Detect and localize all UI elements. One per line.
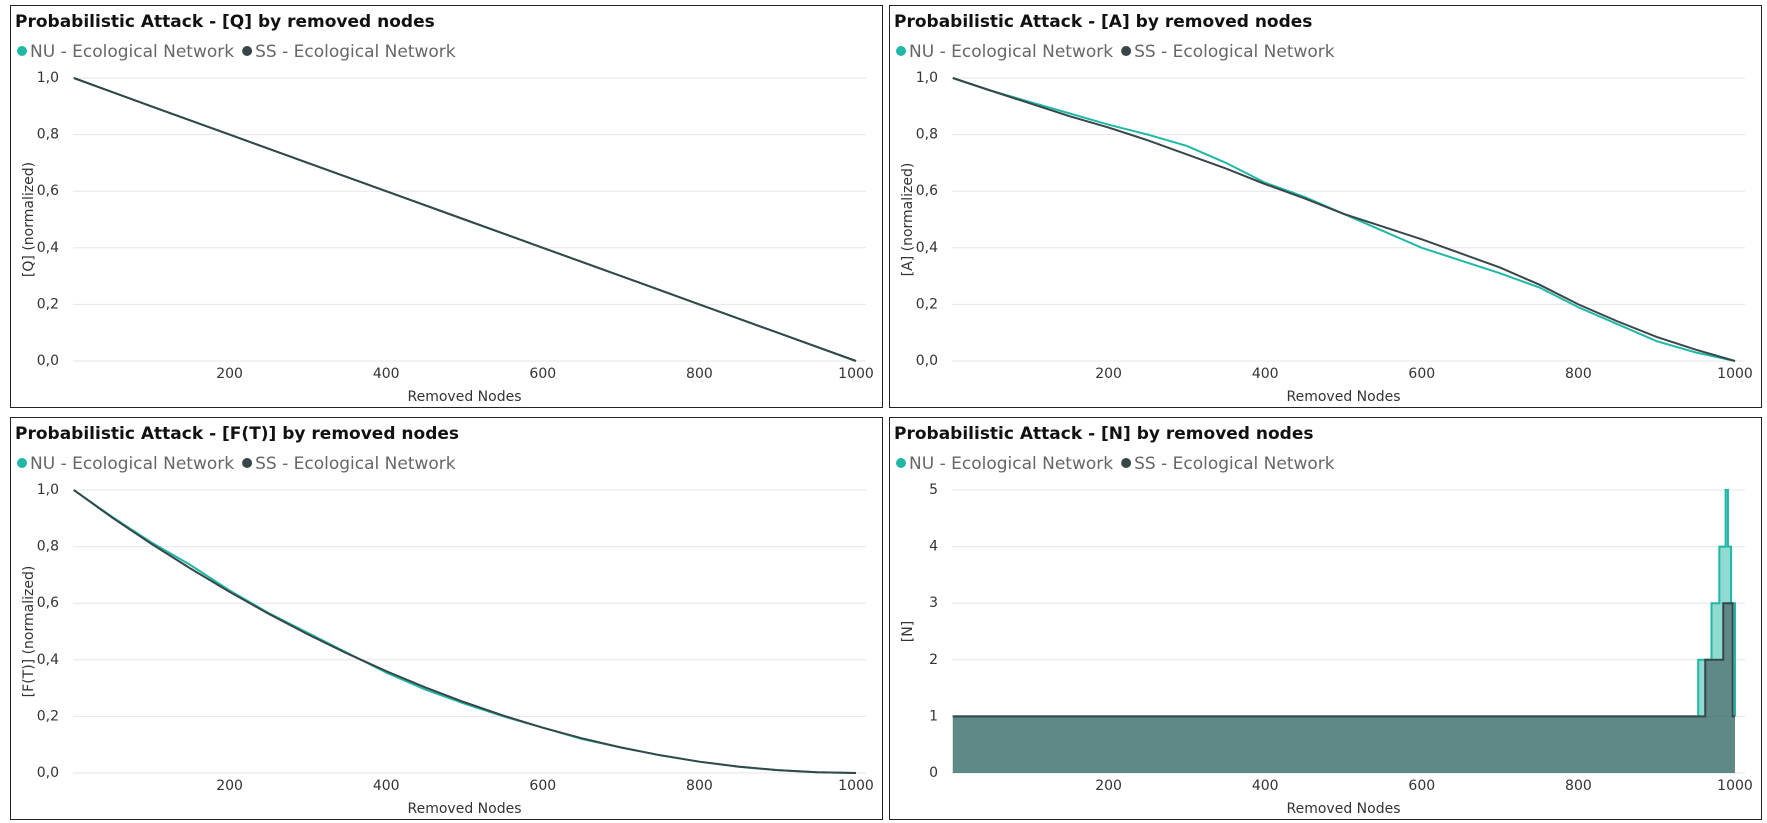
x-tick-label: 600 <box>529 778 556 794</box>
y-axis-label: [N] <box>900 621 916 642</box>
y-axis-label: [A] (normalized) <box>900 163 916 277</box>
x-axis-label: Removed Nodes <box>1287 389 1401 405</box>
x-axis-label: Removed Nodes <box>1287 801 1401 817</box>
x-tick-label: 400 <box>373 778 400 794</box>
chart: Probabilistic Attack - [A] by removed no… <box>894 12 1753 405</box>
y-tick-label: 0,2 <box>916 296 938 312</box>
y-tick-label: 0,8 <box>37 539 59 555</box>
y-tick-label: 0,6 <box>37 595 59 611</box>
chart-panel: Probabilistic Attack - [N] by removed no… <box>889 417 1762 820</box>
x-tick-label: 600 <box>1408 366 1435 382</box>
series-line <box>952 489 1736 718</box>
x-tick-label: 400 <box>373 366 400 382</box>
x-tick-label: 800 <box>686 778 713 794</box>
legend-marker <box>896 46 906 56</box>
legend-marker <box>1121 46 1132 56</box>
y-tick-label: 1 <box>929 708 938 724</box>
legend-marker <box>242 458 253 468</box>
y-axis-label: [F(T)] (normalized) <box>21 566 37 698</box>
x-tick-label: 200 <box>1095 778 1122 794</box>
x-axis-label: Removed Nodes <box>408 389 522 405</box>
y-tick-label: 4 <box>929 539 938 555</box>
x-tick-label: 400 <box>1252 366 1279 382</box>
x-tick-label: 800 <box>1565 778 1592 794</box>
legend-label: NU - Ecological Network <box>30 42 234 62</box>
legend-marker <box>242 46 253 56</box>
x-tick-label: 200 <box>216 366 243 382</box>
series-line <box>73 489 857 774</box>
chart-title: Probabilistic Attack - [Q] by removed no… <box>15 12 435 32</box>
legend-marker <box>1121 458 1132 468</box>
legend-label: NU - Ecological Network <box>909 454 1113 474</box>
chart: Probabilistic Attack - [F(T)] by removed… <box>15 424 874 817</box>
y-tick-label: 0,0 <box>916 353 938 369</box>
y-tick-label: 0 <box>929 765 938 781</box>
x-tick-label: 400 <box>1252 778 1279 794</box>
y-tick-label: 0,6 <box>916 183 938 199</box>
x-tick-label: 600 <box>529 366 556 382</box>
y-tick-label: 0,4 <box>37 240 59 256</box>
y-tick-label: 0,2 <box>37 296 59 312</box>
x-axis-label: Removed Nodes <box>408 801 522 817</box>
y-tick-label: 0,6 <box>37 183 59 199</box>
x-tick-label: 200 <box>216 778 243 794</box>
y-tick-label: 0,4 <box>37 652 59 668</box>
y-axis-label: [Q] (normalized) <box>21 162 37 277</box>
legend-label: SS - Ecological Network <box>1134 454 1335 474</box>
y-tick-label: 0,0 <box>37 765 59 781</box>
y-tick-label: 5 <box>929 482 938 498</box>
x-tick-label: 800 <box>686 366 713 382</box>
y-tick-label: 2 <box>929 652 938 668</box>
y-tick-label: 1,0 <box>37 482 59 498</box>
x-tick-label: 800 <box>1565 366 1592 382</box>
y-tick-label: 1,0 <box>37 70 59 86</box>
area-fill <box>952 603 1735 773</box>
x-tick-label: 1000 <box>1717 366 1753 382</box>
series-line <box>952 77 1736 362</box>
y-tick-label: 0,8 <box>916 127 938 143</box>
chart-panel: Probabilistic Attack - [F(T)] by removed… <box>10 417 883 820</box>
series-line <box>73 77 857 362</box>
y-tick-label: 0,2 <box>37 708 59 724</box>
y-tick-label: 3 <box>929 595 938 611</box>
y-tick-label: 1,0 <box>916 70 938 86</box>
series-line <box>952 77 1736 362</box>
y-tick-label: 0,8 <box>37 127 59 143</box>
chart-panel: Probabilistic Attack - [Q] by removed no… <box>10 5 883 408</box>
legend-label: NU - Ecological Network <box>909 42 1113 62</box>
chart-panel: Probabilistic Attack - [A] by removed no… <box>889 5 1762 408</box>
chart: Probabilistic Attack - [N] by removed no… <box>894 424 1753 817</box>
chart-title: Probabilistic Attack - [A] by removed no… <box>894 12 1312 32</box>
legend-label: NU - Ecological Network <box>30 454 234 474</box>
legend-marker <box>17 46 27 56</box>
y-tick-label: 0,4 <box>916 240 938 256</box>
chart: Probabilistic Attack - [Q] by removed no… <box>15 12 874 405</box>
x-tick-label: 1000 <box>1717 778 1753 794</box>
series-line <box>73 489 857 774</box>
chart-title: Probabilistic Attack - [F(T)] by removed… <box>15 424 459 444</box>
chart-title: Probabilistic Attack - [N] by removed no… <box>894 424 1314 444</box>
legend-label: SS - Ecological Network <box>255 42 456 62</box>
x-tick-label: 1000 <box>838 778 874 794</box>
legend-label: SS - Ecological Network <box>255 454 456 474</box>
series-line <box>952 602 1735 718</box>
x-tick-label: 600 <box>1408 778 1435 794</box>
y-tick-label: 0,0 <box>37 353 59 369</box>
legend-marker <box>17 458 27 468</box>
legend-marker <box>896 458 906 468</box>
x-tick-label: 1000 <box>838 366 874 382</box>
x-tick-label: 200 <box>1095 366 1122 382</box>
legend-label: SS - Ecological Network <box>1134 42 1335 62</box>
